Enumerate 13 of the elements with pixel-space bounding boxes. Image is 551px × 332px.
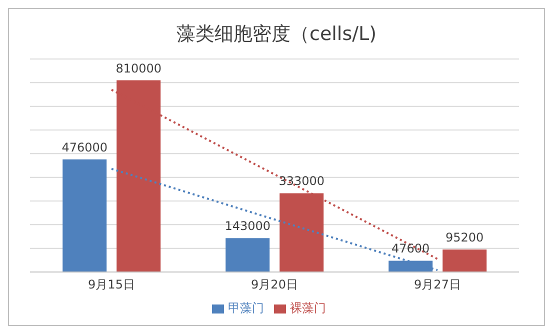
data-label: 476000 xyxy=(62,140,108,154)
legend-label: 裸藻门 xyxy=(290,301,326,315)
x-tick-label: 9月27日 xyxy=(414,278,461,292)
data-label: 95200 xyxy=(446,230,484,244)
x-tick-label: 9月15日 xyxy=(88,278,135,292)
bar xyxy=(226,238,270,272)
chart-title: 藻类细胞密度（cells/L) xyxy=(176,22,378,47)
x-tick-label: 9月20日 xyxy=(251,278,298,292)
data-label: 810000 xyxy=(116,61,162,76)
data-label: 143000 xyxy=(224,219,271,234)
bar xyxy=(442,249,487,272)
bar xyxy=(62,159,107,272)
legend-label: 甲藻门 xyxy=(228,301,264,315)
